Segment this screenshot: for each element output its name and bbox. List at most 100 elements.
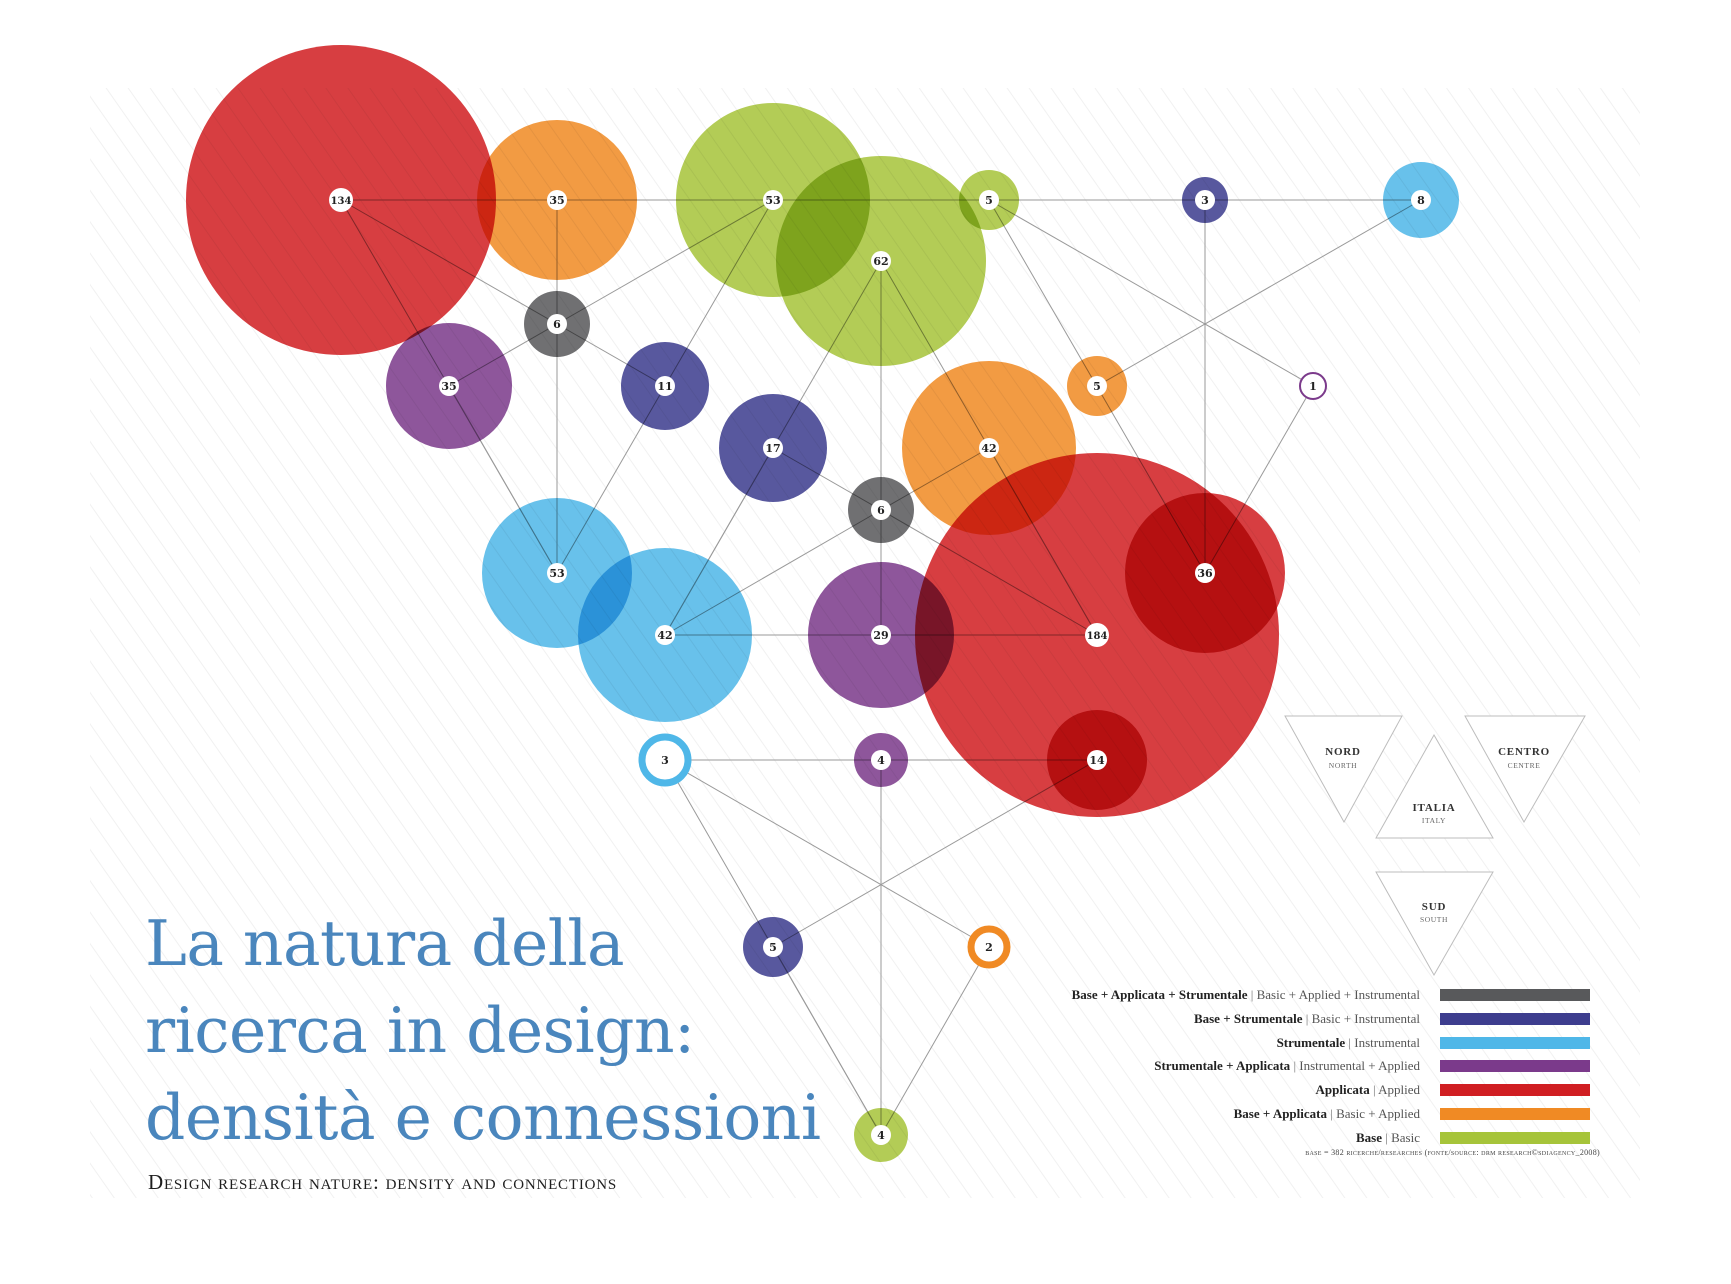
node-label-n17: 17 <box>763 438 783 458</box>
node-dot-n29 <box>871 625 891 645</box>
legend-row: Base + Applicata | Basic + Applied <box>990 1104 1605 1128</box>
legend-row: Base | Basic <box>990 1128 1605 1152</box>
region-sud-sublabel: SOUTH <box>1420 915 1448 924</box>
region-italia-sublabel: ITALY <box>1422 816 1446 825</box>
legend-swatch <box>1440 1107 1590 1120</box>
legend-swatch <box>1440 1036 1590 1049</box>
node-label-n3b: 3 <box>655 750 675 770</box>
node-label-n35b: 35 <box>439 376 459 396</box>
node-dot-n4a <box>871 750 891 770</box>
legend-label: Strumentale | Instrumental <box>1277 1035 1420 1051</box>
edge-n8-n5b <box>1096 199 1422 387</box>
node-value-n42a: 42 <box>981 442 996 455</box>
node-value-n4a: 4 <box>877 754 885 767</box>
legend: Base + Applicata + Strumentale | Basic +… <box>990 985 1605 1152</box>
legend-row: Applicata | Applied <box>990 1080 1605 1104</box>
node-value-n62: 62 <box>873 255 888 268</box>
region-nord: NORD NORTH <box>1284 715 1403 824</box>
node-label-n2: 2 <box>979 937 999 957</box>
legend-label-it: Base + Applicata + Strumentale <box>1071 987 1248 1002</box>
node-label-n184: 184 <box>1085 623 1109 647</box>
legend-label-it: Strumentale + Applicata <box>1154 1058 1291 1074</box>
subtitle: Design research nature: density and conn… <box>148 1170 618 1194</box>
node-dot-n2 <box>979 937 999 957</box>
node-dot-n6b <box>871 500 891 520</box>
legend-separator: | <box>1345 1034 1355 1050</box>
node-label-n42a: 42 <box>979 438 999 458</box>
legend-label-en: Basic <box>1391 1129 1420 1145</box>
main-title: La natura della ricerca in design: densi… <box>145 900 821 1161</box>
legend-label-en: Instrumental <box>1354 1034 1420 1050</box>
node-label-n53b: 53 <box>547 563 567 583</box>
legend-separator: | <box>1290 1058 1300 1074</box>
node-value-n184: 184 <box>1087 631 1108 642</box>
node-dot-n42b <box>655 625 675 645</box>
legend-swatch <box>1440 1131 1590 1144</box>
region-nord-label: NORD <box>1325 746 1361 758</box>
node-dot-n53a <box>763 190 783 210</box>
node-value-n36: 36 <box>1197 567 1213 580</box>
legend-row: Base + Applicata + Strumentale | Basic +… <box>990 985 1605 1009</box>
node-value-n5b: 5 <box>1093 380 1101 393</box>
node-dot-n3a <box>1195 190 1215 210</box>
legend-label: Base + Strumentale | Basic + Instrumenta… <box>1194 1011 1420 1027</box>
node-dot-n6a <box>547 314 567 334</box>
node-label-n11: 11 <box>655 376 675 396</box>
node-dot-n3b <box>655 750 675 770</box>
legend-separator: | <box>1302 1010 1312 1026</box>
node-dot-n1 <box>1303 376 1323 396</box>
legend-label-it: Base <box>1356 1129 1382 1145</box>
node-dot-n35a <box>547 190 567 210</box>
node-label-n4b: 4 <box>871 1125 891 1145</box>
legend-label-it: Applicata <box>1315 1082 1370 1098</box>
node-value-n134: 134 <box>331 196 352 207</box>
legend-label-en: Instrumental + Applied <box>1299 1058 1420 1074</box>
node-dot-n53b <box>547 563 567 583</box>
node-value-n8: 8 <box>1417 194 1425 207</box>
node-dot-n14 <box>1087 750 1107 770</box>
legend-row: Strumentale + Applicata | Instrumental +… <box>990 1056 1605 1080</box>
title-line-1: La natura della <box>145 907 625 980</box>
region-centro: CENTRO CENTRE <box>1464 715 1586 824</box>
legend-separator: | <box>1369 1082 1379 1098</box>
node-dot-n17 <box>763 438 783 458</box>
node-value-n3a: 3 <box>1201 194 1209 207</box>
node-label-n5a: 5 <box>979 190 999 210</box>
legend-label-it: Strumentale <box>1276 1034 1346 1050</box>
footnote: base = 382 ricerche/researches (fonte/so… <box>1305 1148 1600 1157</box>
title-line-2: ricerca in design: <box>145 994 695 1067</box>
legend-label-en: Basic + Instrumental <box>1311 1010 1420 1026</box>
region-centro-label: CENTRO <box>1498 746 1550 758</box>
node-value-n6b: 6 <box>877 504 885 517</box>
region-italia-label: ITALIA <box>1412 802 1455 814</box>
node-label-n42b: 42 <box>655 625 675 645</box>
node-label-n29: 29 <box>871 625 891 645</box>
node-label-n14: 14 <box>1087 750 1107 770</box>
node-dot-n62 <box>871 251 891 271</box>
region-sud-label: SUD <box>1422 901 1446 913</box>
legend-swatch <box>1440 1084 1590 1097</box>
node-label-n5c: 5 <box>763 937 783 957</box>
title-line-3: densità e connessioni <box>145 1081 821 1154</box>
node-dot-n184 <box>1085 623 1109 647</box>
legend-label-en: Applied <box>1378 1082 1420 1098</box>
node-dot-n36 <box>1195 563 1215 583</box>
region-centro-sublabel: CENTRE <box>1508 761 1541 770</box>
node-dot-n5b <box>1087 376 1107 396</box>
node-dot-n8 <box>1411 190 1431 210</box>
node-value-n5a: 5 <box>985 194 993 207</box>
legend-label: Strumentale + Applicata | Instrumental +… <box>1154 1058 1420 1074</box>
legend-label: Base + Applicata + Strumentale | Basic +… <box>1072 987 1420 1003</box>
region-nord-sublabel: NORTH <box>1329 761 1357 770</box>
edge-n2-n4b <box>880 946 990 1136</box>
legend-separator: | <box>1247 987 1257 1002</box>
node-value-n53a: 53 <box>765 194 780 207</box>
legend-swatch <box>1440 989 1590 1001</box>
legend-swatch <box>1440 1060 1590 1073</box>
legend-label: Base | Basic <box>1356 1130 1420 1146</box>
node-label-n134: 134 <box>329 188 353 212</box>
node-value-n29: 29 <box>873 629 888 642</box>
